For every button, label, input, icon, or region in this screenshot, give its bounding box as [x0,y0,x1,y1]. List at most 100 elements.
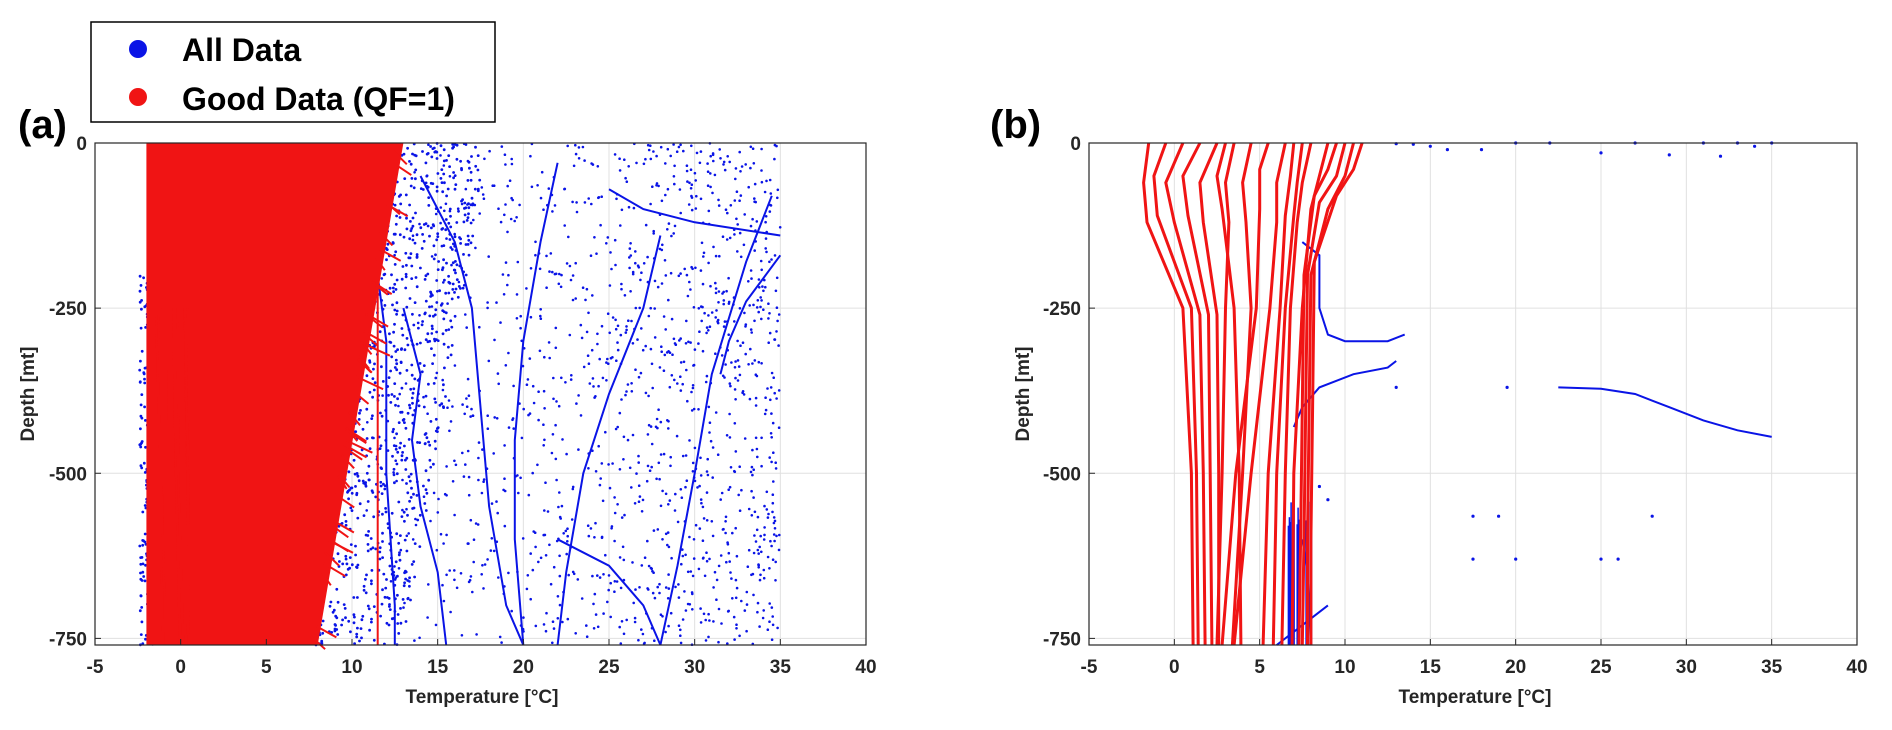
data-point-all [652,232,655,235]
data-point-all [583,159,586,162]
data-point-all [392,290,395,294]
data-point-all [601,376,605,380]
data-point-all [356,516,360,520]
data-point-all [400,386,404,390]
data-point-all [692,407,696,411]
data-point-all [759,259,763,263]
data-point-all [698,527,702,530]
data-point-all [760,169,763,172]
data-point-all [762,538,766,541]
data-point-all [702,255,705,258]
data-point-all [381,394,384,397]
data-point-all [448,569,452,572]
data-point-all [549,582,553,586]
data-point-all [426,224,430,228]
data-point-all [679,389,683,392]
data-point-all [474,246,477,250]
data-point-all [471,414,475,418]
data-point-all [646,433,650,436]
data-point-all [392,444,396,447]
data-point-all [718,148,721,151]
data-point-all [407,532,411,535]
data-point-all [422,405,426,409]
series-line-good-data [322,562,346,578]
data-point-all [413,241,417,245]
data-point-all [374,495,378,499]
data-point-all [575,402,578,405]
data-point-all [360,636,363,640]
data-point-all [777,426,781,430]
data-point-all [527,413,530,417]
data-point-all [540,170,544,174]
data-point-all [379,444,383,448]
data-point-all [690,183,694,186]
data-point-all [669,611,673,615]
data-point-all [492,549,496,553]
data-point-all [713,570,717,574]
data-point-all [397,500,401,504]
data-point-all [651,386,654,390]
data-point-all [777,313,781,316]
data-point-all [415,253,419,256]
data-point-all [755,220,759,223]
data-point-all [357,479,361,483]
data-point-all [567,573,570,577]
data-point-all [463,207,466,210]
data-point-all [380,365,383,369]
data-point-all [769,203,772,207]
data-point-all [768,602,771,605]
data-point-all [708,557,711,561]
data-point-all [424,338,428,341]
data-point-all [717,640,720,644]
data-point-all [398,392,402,396]
data-point-all [458,236,461,239]
data-point-all [649,347,653,351]
data-point-all [436,511,440,514]
data-point-all [393,395,396,398]
data-point-all [503,444,506,447]
data-point-all [639,371,643,375]
data-point-all [699,498,703,501]
data-point-all [653,336,657,339]
data-point-all [463,412,467,416]
data-point-all [722,163,725,166]
data-point-all [498,635,502,639]
data-point-all [424,432,428,435]
series-line-good-data [1152,142,1200,646]
data-point-all [504,203,507,206]
data-point-all [138,544,142,548]
data-point-all [409,598,412,602]
data-point-all [142,276,146,280]
data-point-all [769,539,772,543]
data-point-all [666,597,670,600]
data-point-all [633,620,637,624]
data-point-all [405,305,409,309]
data-point-all [554,272,558,276]
data-point-all [757,552,760,555]
data-point-all [500,641,503,644]
data-point-all [406,579,410,582]
x-tick-label: 0 [175,657,186,678]
series-line-good-data [1297,142,1338,646]
data-point-all [391,241,395,244]
data-point-all [556,617,560,620]
data-point-all [552,627,556,630]
data-point-all [531,568,535,572]
data-point-all [388,603,391,606]
data-point-all [425,174,429,178]
data-point-all [703,574,707,578]
data-point-all [466,179,470,182]
data-point-all [439,532,443,536]
data-point-all [740,488,743,492]
data-point-all [637,375,641,379]
data-point-all [691,574,695,578]
data-point-all [457,209,460,213]
data-point-all [361,427,365,431]
data-point-all [634,588,637,591]
data-point-all [707,612,710,616]
data-point-all [554,326,558,330]
data-point-all [443,366,446,370]
data-point-all [381,588,384,592]
data-point-all [605,242,608,245]
data-point-all [699,474,703,477]
